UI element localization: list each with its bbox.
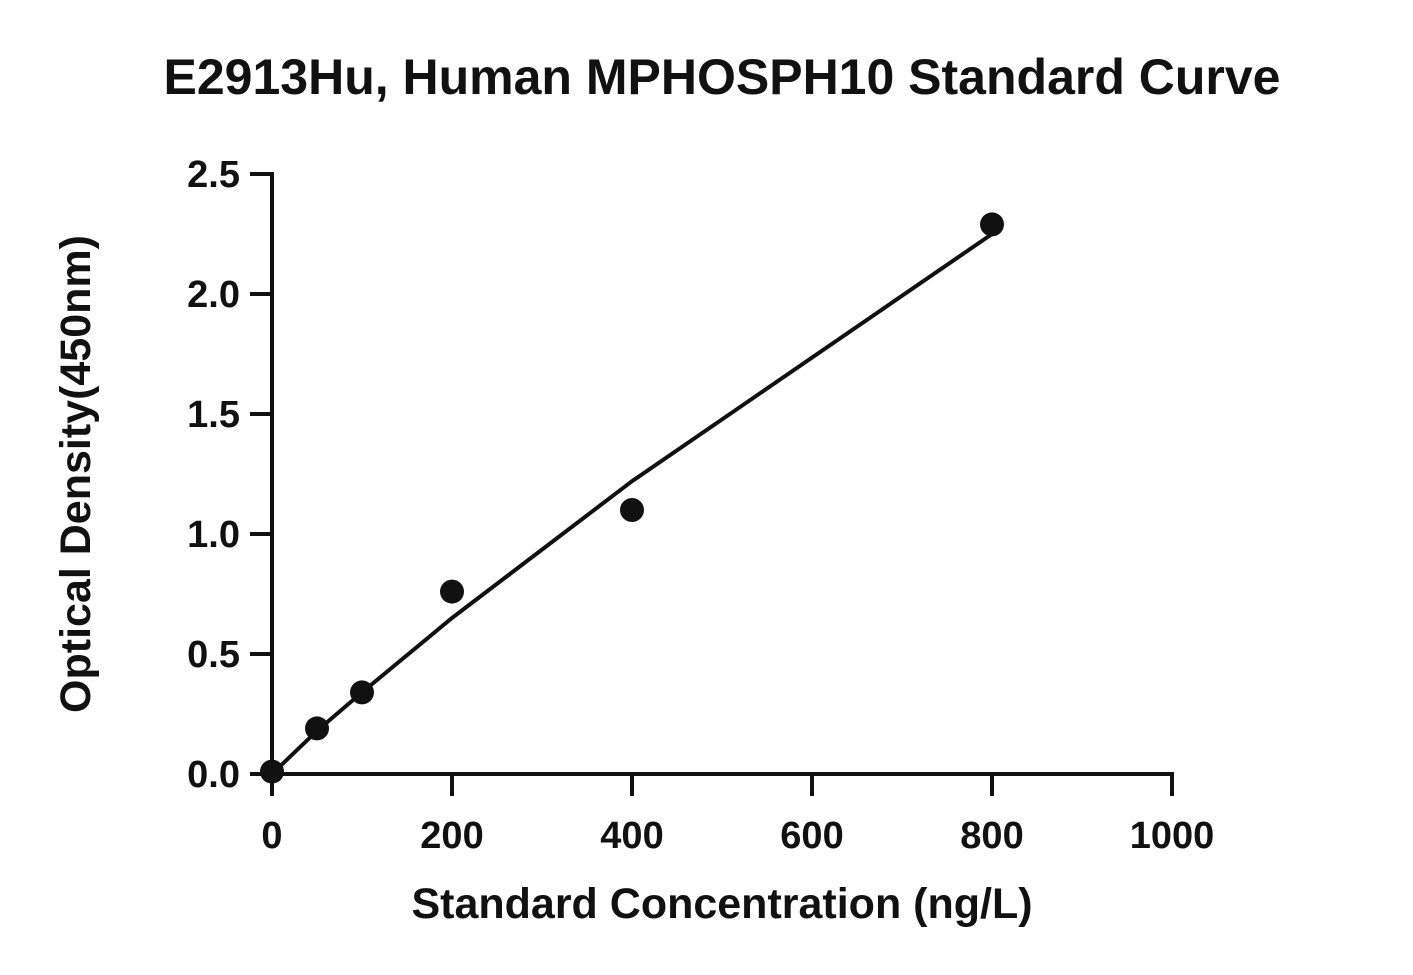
fit-curve-line xyxy=(270,232,994,776)
x-tick-label: 400 xyxy=(600,815,663,857)
y-tick-label: 1.0 xyxy=(187,514,240,556)
x-tick-label: 1000 xyxy=(1130,815,1215,857)
x-tick-label: 0 xyxy=(261,815,282,857)
y-tick-label: 1.5 xyxy=(187,394,240,436)
data-point xyxy=(620,498,644,522)
y-tick-label: 0.5 xyxy=(187,634,240,676)
plot-area: 0.0 0.5 1.0 1.5 2.0 2.5 0 200 400 600 800 1000 xyxy=(187,154,1214,857)
x-tick-label: 200 xyxy=(420,815,483,857)
y-tick-label: 2.5 xyxy=(187,154,240,196)
data-point xyxy=(440,579,464,604)
x-tick-label: 800 xyxy=(960,815,1023,857)
y-axis-ticks: 0.0 0.5 1.0 1.5 2.0 2.5 xyxy=(187,154,272,796)
y-tick-label: 2.0 xyxy=(187,274,240,316)
x-tick-label: 600 xyxy=(780,815,843,857)
x-axis-label: Standard Concentration (ng/L) xyxy=(411,880,1032,928)
data-point xyxy=(980,212,1004,237)
y-axis-label: Optical Density(450nm) xyxy=(52,235,100,713)
data-point xyxy=(305,716,329,741)
fit-curve-layer xyxy=(270,232,994,776)
chart-title: E2913Hu, Human MPHOSPH10 Standard Curve xyxy=(164,49,1281,105)
x-axis-ticks: 0 200 400 600 800 1000 xyxy=(261,774,1214,857)
data-point xyxy=(350,680,374,705)
data-points-layer xyxy=(260,212,1004,784)
y-tick-label: 0.0 xyxy=(187,754,240,796)
data-point xyxy=(260,759,284,784)
